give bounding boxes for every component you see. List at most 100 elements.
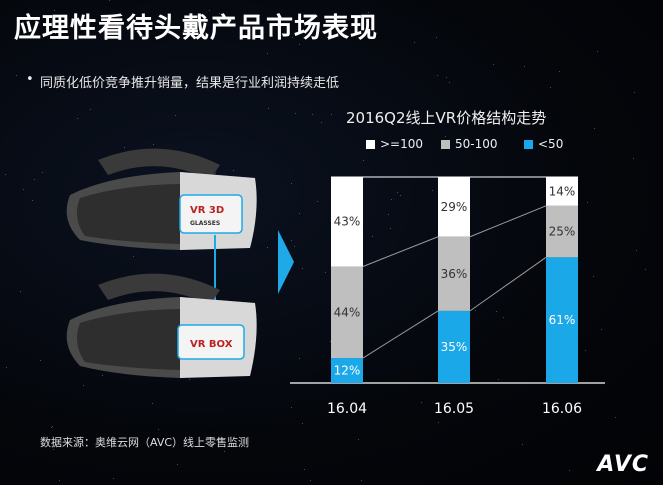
star-dot: [436, 74, 438, 76]
bar-segment: [438, 177, 470, 237]
star-dot: [52, 426, 54, 428]
star-dot: [23, 188, 25, 190]
star-dot: [298, 43, 300, 45]
star-dot: [594, 128, 596, 130]
star-dot: [152, 402, 154, 404]
star-dot: [357, 439, 359, 441]
star-dot: [361, 480, 363, 482]
star-dot: [587, 201, 589, 203]
bar-segment: [438, 310, 470, 383]
vr-headsets-illustration: VR 3D GLASSES VR BOX: [66, 148, 257, 378]
star-dot: [397, 191, 399, 193]
star-dot: [16, 74, 18, 76]
star-dot: [52, 449, 54, 451]
star-dot: [592, 275, 594, 277]
star-dot: [521, 443, 523, 445]
star-dot: [622, 470, 624, 472]
star-dot: [266, 247, 268, 249]
star-dot: [175, 114, 177, 116]
page-title: 应理性看待头戴产品市场表现: [14, 13, 378, 44]
star-dot: [109, 0, 111, 2]
star-dot: [633, 157, 635, 159]
star-dot: [40, 359, 42, 361]
star-dot: [19, 291, 21, 293]
star-dot: [112, 478, 114, 480]
star-dot: [208, 10, 210, 12]
star-dot: [399, 194, 401, 196]
star-dot: [90, 108, 92, 110]
series-connector-line: [469, 256, 547, 312]
legend-label-mid: 50-100: [455, 137, 498, 151]
data-label: 25%: [549, 225, 576, 239]
star-dot: [356, 402, 358, 404]
star-dot: [34, 178, 36, 180]
star-dot: [188, 378, 190, 380]
data-label: 36%: [441, 267, 468, 281]
star-dot: [445, 136, 447, 138]
star-dot: [432, 189, 434, 191]
star-dot: [111, 18, 113, 20]
star-dot: [4, 174, 6, 176]
star-dot: [330, 114, 332, 115]
vr-3d-glasses-headset: VR 3D GLASSES: [66, 148, 257, 250]
legend-item-high: >=100: [366, 137, 423, 151]
star-dot: [492, 63, 494, 65]
star-dot: [76, 118, 78, 120]
star-dot: [585, 350, 587, 352]
star-dot: [176, 463, 178, 465]
x-tick-label: 16.06: [542, 401, 582, 417]
bar-segment: [331, 266, 363, 359]
bar-segment: [438, 236, 470, 311]
star-dot: [291, 182, 293, 184]
star-dot: [233, 169, 235, 171]
star-dot: [295, 112, 297, 114]
star-dot: [267, 52, 269, 54]
star-dot: [56, 79, 58, 81]
bullet-text: 同质化低价竞争推升销量，结果是行业利润持续走低: [40, 76, 340, 91]
star-dot: [614, 417, 616, 419]
vr-box-headset: VR BOX: [66, 273, 257, 378]
bar-segment: [546, 257, 578, 383]
star-dot: [132, 255, 134, 257]
star-dot: [152, 143, 154, 145]
star-dot: [79, 436, 81, 437]
glasses-label: GLASSES: [190, 220, 220, 227]
bullet-point: • 同质化低价竞争推升销量，结果是行业利润持续走低: [26, 72, 340, 91]
star-dot: [600, 328, 602, 330]
data-label: 35%: [441, 340, 468, 354]
star-dot: [51, 427, 53, 429]
star-dot: [158, 428, 160, 430]
legend-label-low: <50: [538, 137, 564, 151]
star-dot: [316, 201, 318, 203]
star-dot: [123, 147, 125, 149]
star-dot: [302, 423, 304, 425]
star-dot: [329, 340, 331, 342]
star-dot: [559, 70, 561, 72]
star-dot: [101, 374, 103, 376]
star-dot: [54, 10, 56, 12]
star-dot: [309, 480, 311, 482]
star-dot: [5, 366, 7, 368]
star-dot: [524, 66, 526, 68]
bar-segment: [331, 177, 363, 267]
star-dot: [445, 76, 447, 78]
chart-title: 2016Q2线上VR价格结构走势: [346, 109, 547, 127]
series-connector-line: [362, 236, 439, 267]
star-dot: [389, 227, 391, 229]
arrow-right-icon: [278, 230, 294, 294]
star-dot: [497, 379, 499, 381]
star-dot: [223, 451, 225, 453]
star-dot: [503, 316, 505, 318]
legend-swatch-high: [366, 139, 375, 149]
star-dot: [291, 36, 293, 38]
star-dot: [437, 421, 439, 423]
legend-swatch-mid: [441, 139, 450, 149]
star-dot: [31, 199, 33, 201]
star-dot: [258, 15, 260, 17]
x-tick-label: 16.04: [327, 401, 367, 417]
data-label: 12%: [334, 364, 361, 378]
series-connector-line: [469, 205, 547, 238]
legend-item-low: <50: [524, 137, 563, 151]
star-dot: [448, 81, 450, 83]
